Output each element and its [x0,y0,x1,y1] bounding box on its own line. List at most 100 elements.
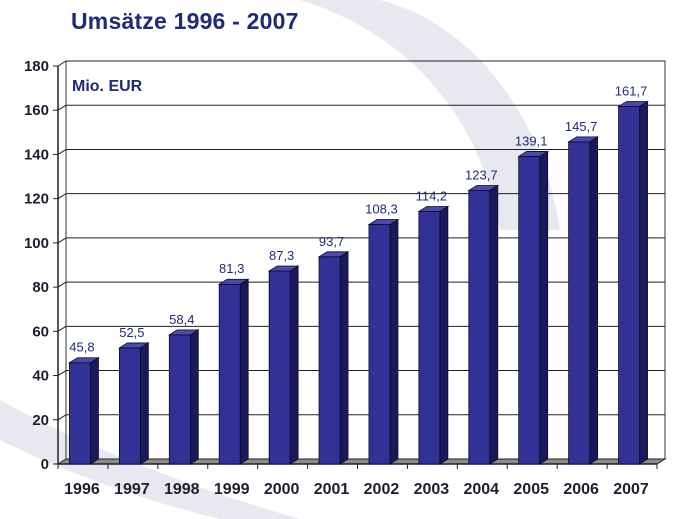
gridline-diagonal [57,104,67,111]
bar [68,357,100,465]
y-tick-label: 0 [41,456,49,473]
data-label: 52,5 [119,325,144,340]
bar-top [417,206,450,212]
bar-side [139,342,149,465]
data-label: 45,8 [69,340,94,355]
bar-top [467,185,500,191]
x-tick-label: 1998 [164,481,200,498]
bar [367,218,400,465]
y-tick-label: 180 [24,58,49,75]
bar [417,205,450,465]
bar-side [539,150,549,465]
watermark-swoosh-top [300,0,560,230]
x-tick-label: 2004 [463,481,499,498]
data-label: 93,7 [319,234,344,249]
gridline-diagonal [57,325,67,332]
gridline-diagonal [57,370,67,376]
y-tick-label: 160 [24,102,49,119]
bar-top [617,101,649,107]
watermark-swoosh-bottom [0,400,300,519]
bar [117,342,150,465]
bar [317,251,350,465]
bar-side [389,218,399,465]
data-labels: 45,8 52,5 58,4 81,3 87,3 93,7 108,3 114,2 123,7 1… [69,83,647,354]
bar-side [589,136,599,465]
gridline-diagonal [57,414,67,421]
bar-front [468,190,491,465]
x-tick-label: 2003 [414,481,450,498]
bar-side [639,100,648,465]
gridline-diagonal [57,193,67,200]
bar-side [239,278,249,465]
bar-top [367,219,400,225]
bar-side [489,184,499,465]
bar-top [567,136,600,143]
bar-side [439,205,449,465]
y-tick-label: 140 [24,146,49,163]
bar-side [289,265,299,465]
bar-front [268,270,291,465]
x-tick-label: 1999 [214,481,250,498]
y-tick-label: 60 [32,323,49,340]
bar-front [118,347,141,465]
gridline-diagonal [57,281,67,288]
bar-front [318,256,341,465]
bar [267,265,300,465]
y-tick-label: 20 [32,412,49,429]
unit-label: Mio. EUR [72,78,143,95]
x-tick-label: 2001 [314,481,350,498]
x-tick-label: 1996 [64,481,100,498]
bar [217,278,250,465]
gridlines [53,60,667,469]
x-axis-ticks: 1996 1997 1998 1999 2000 2001 2002 2003 2004 2005… [64,481,649,498]
bar [617,100,649,465]
bar-front [618,106,640,465]
x-tick-label: 2007 [613,481,649,498]
data-label: 58,4 [169,312,194,327]
bar-side [90,357,99,465]
bar [517,150,550,465]
data-label: 145,7 [565,119,598,134]
y-tick-label: 80 [32,279,49,296]
bar-front [518,156,541,465]
x-tick-label: 2002 [364,481,400,498]
bar-front [418,211,441,465]
bar [567,136,600,465]
bar-top [167,329,200,336]
gridline-diagonal [57,149,67,155]
y-tick-label: 100 [24,235,49,252]
bar-top [267,265,300,272]
data-label: 87,3 [269,248,294,263]
bar-top [217,278,250,285]
data-label: 161,7 [615,83,648,98]
y-tick-label: 40 [32,368,49,385]
gridline-diagonal [57,237,67,244]
bars [68,100,649,465]
x-tick-label: 1997 [114,481,150,498]
data-label: 123,7 [465,167,498,182]
data-label: 81,3 [219,261,244,276]
bar-front [368,224,391,465]
data-label: 114,2 [416,188,448,203]
x-tick-label: 2005 [513,481,549,498]
data-label: 139,1 [515,133,548,148]
y-axis-ticks: 0 20 40 60 80 100 120 140 160 180 [24,58,49,473]
x-tick-label: 2006 [563,481,599,498]
bar [467,184,500,465]
bar-top [517,151,550,157]
page-title: Umsätze 1996 - 2007 [71,8,299,34]
x-tick-label: 2000 [264,481,300,498]
bar-front [168,334,191,465]
bar-front [69,362,91,465]
y-tick-label: 120 [24,191,49,208]
bar-top [317,251,350,258]
bar-front [568,141,591,465]
gridline-diagonal [57,60,67,67]
bar-front [218,283,241,465]
bar-top [117,342,150,349]
bar-side [339,251,349,465]
data-label: 108,3 [365,202,398,217]
bar-side [189,329,199,465]
